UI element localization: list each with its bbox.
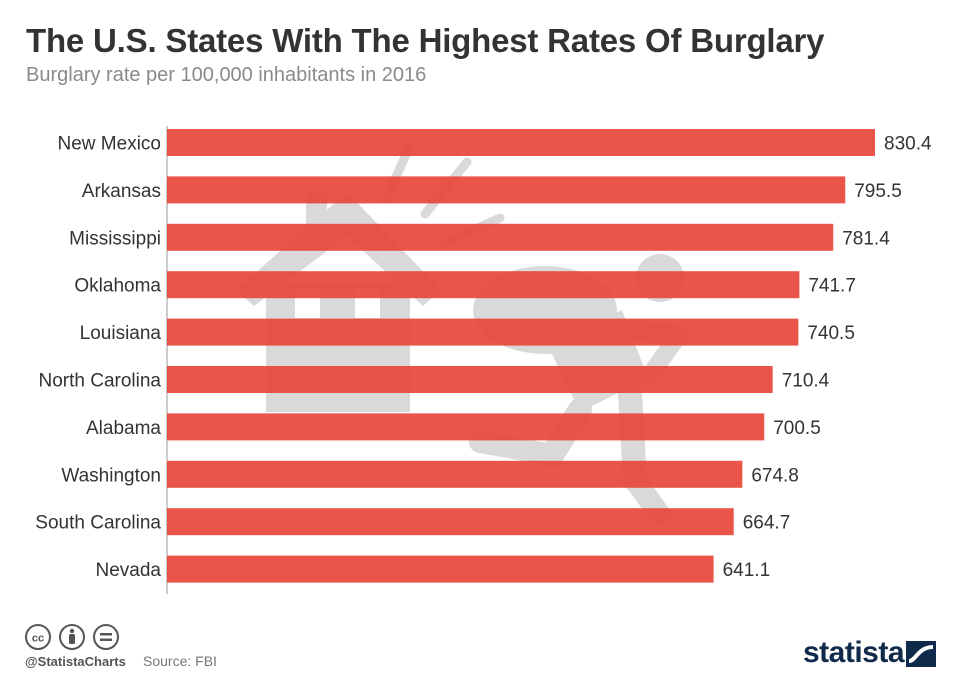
value-label: 795.5 <box>854 181 902 202</box>
chart-subtitle: Burglary rate per 100,000 inhabitants in… <box>26 64 427 86</box>
bar <box>167 129 875 156</box>
bar <box>167 508 734 536</box>
twitter-handle: @StatistaCharts <box>25 654 126 669</box>
source-note: Source: FBI <box>143 653 217 669</box>
no-derivatives-icon <box>93 624 119 650</box>
value-label: 741.7 <box>808 276 856 297</box>
attribution-icon <box>59 624 85 650</box>
value-label: 830.4 <box>884 134 932 155</box>
statista-logo-icon <box>906 641 936 667</box>
category-label: Washington <box>61 465 161 486</box>
value-label: 740.5 <box>807 323 855 344</box>
category-label: Nevada <box>96 560 162 581</box>
bar <box>167 271 800 299</box>
svg-text:cc: cc <box>32 633 44 645</box>
value-label: 710.4 <box>782 371 830 392</box>
statista-logo: statista <box>803 636 905 669</box>
category-label: North Carolina <box>39 371 162 392</box>
burglar-leg-shape <box>469 431 563 466</box>
bar <box>167 460 743 488</box>
value-label: 674.8 <box>751 465 799 486</box>
bar <box>167 176 846 204</box>
value-label: 664.7 <box>743 513 791 534</box>
category-label: Alabama <box>86 418 161 439</box>
category-label: Oklahoma <box>74 276 161 297</box>
category-label: Mississippi <box>69 228 161 249</box>
bar <box>167 555 714 583</box>
bar <box>167 413 765 441</box>
category-label: South Carolina <box>35 513 161 534</box>
cc-icon: cc <box>25 624 51 650</box>
bar <box>167 318 799 346</box>
chart-title: The U.S. States With The Highest Rates O… <box>26 22 825 59</box>
bar <box>167 223 834 251</box>
bar-chart: New Mexico 830.4 Arkansas 795.5 Mississippi 7… <box>35 126 932 594</box>
category-label: Arkansas <box>82 181 161 202</box>
bars-group: New Mexico 830.4 Arkansas 795.5 Mississippi 7… <box>35 129 932 583</box>
value-label: 700.5 <box>773 418 821 439</box>
category-label: New Mexico <box>58 134 161 155</box>
bar <box>167 366 773 393</box>
category-label: Louisiana <box>80 323 162 344</box>
license-icons: cc <box>25 624 119 650</box>
value-label: 781.4 <box>842 228 890 249</box>
value-label: 641.1 <box>723 560 771 581</box>
